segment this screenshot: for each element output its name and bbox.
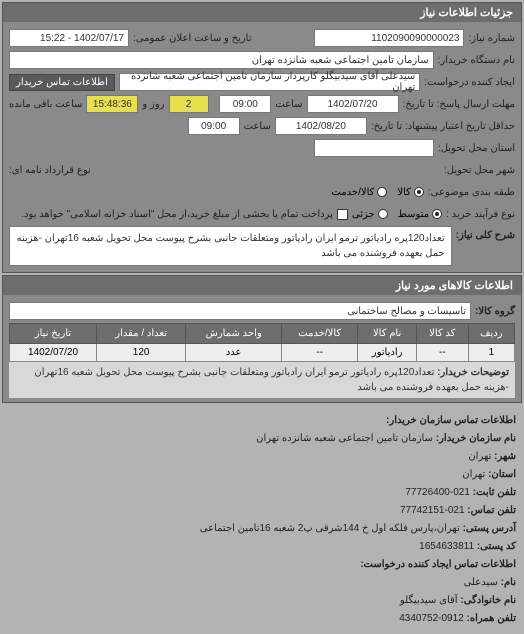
org-label: نام سازمان خریدار: xyxy=(436,433,516,444)
goods-type-label: طبقه بندی موضوعی: xyxy=(428,187,515,198)
radio-icon xyxy=(378,209,388,219)
addr-value: تهران،پارس فلکه اول خ 144شرقی پ2 شعبه 16… xyxy=(200,523,460,534)
col-name: نام کالا xyxy=(358,324,416,344)
device-label: نام دستگاه خریدار: xyxy=(438,55,515,66)
panel-title: جزئیات اطلاعات نیاز xyxy=(3,3,521,22)
table-row[interactable]: 1 -- رادیاتور -- عدد 120 1402/07/20 xyxy=(10,344,515,362)
phone-label: تلفن ثابت: xyxy=(473,487,516,498)
purchase-type-label: نوع فرآیند خرید : xyxy=(446,209,515,220)
cell-date: 1402/07/20 xyxy=(10,344,97,362)
desc-label: شرح کلی نیاز: xyxy=(456,226,515,241)
mobile-value: 0912-4340752 xyxy=(399,613,464,624)
delivery-city-label: شهر محل تحویل: xyxy=(444,165,515,176)
goods-table: ردیف کد کالا نام کالا کالا/خدمت واحد شما… xyxy=(9,323,515,362)
cell-service: -- xyxy=(282,344,358,362)
cell-qty: 120 xyxy=(96,344,185,362)
fname-label: نام: xyxy=(501,577,516,588)
phone-value: 021-77726400 xyxy=(405,487,470,498)
validity-label: حداقل تاریخ اعتبار پیشنهاد: تا تاریخ: xyxy=(371,121,515,132)
cell-code: -- xyxy=(416,344,468,362)
need-number-field: 1102090090000023 xyxy=(314,29,464,47)
col-unit: واحد شمارش xyxy=(186,324,282,344)
lname-label: نام خانوادگی: xyxy=(460,595,516,606)
row-desc-block: توضیحات خریدار: تعداد120پره رادیاتور ترم… xyxy=(9,362,515,398)
addr-label: آدرس پستی: xyxy=(463,523,516,534)
col-service: کالا/خدمت xyxy=(282,324,358,344)
requester-label: ایجاد کننده درخواست: xyxy=(424,77,515,88)
days-label: روز و xyxy=(142,99,164,110)
need-details-panel: جزئیات اطلاعات نیاز شماره نیاز: 11020900… xyxy=(2,2,522,273)
radio-icon xyxy=(377,187,387,197)
col-qty: تعداد / مقدار xyxy=(96,324,185,344)
purchase-opt1-label: متوسط xyxy=(398,209,429,220)
province2-label: استان: xyxy=(488,469,516,480)
goods-panel: اطلاعات کالاهای مورد نیاز گروه کالا: تاس… xyxy=(2,275,522,403)
radio-checked-icon xyxy=(414,187,424,197)
goods-type-kala[interactable]: کالا xyxy=(397,187,424,198)
fname-value: سیدعلی xyxy=(464,577,498,588)
remain-days-field: 2 xyxy=(169,95,209,113)
payment-checkbox[interactable] xyxy=(337,209,348,220)
goods-opt1-label: کالا xyxy=(397,187,411,198)
postal-label: کد پستی: xyxy=(477,541,516,552)
goods-type-service[interactable]: کالا/خدمت xyxy=(331,187,387,198)
time-label-1: ساعت xyxy=(275,99,302,110)
lname-value: آقای سیدبیگلو xyxy=(400,595,458,606)
province-field xyxy=(314,139,434,157)
row-desc-label: توضیحات خریدار: xyxy=(437,367,509,378)
province-label: استان محل تحویل: xyxy=(438,143,515,154)
contact-header1: اطلاعات تماس سازمان خریدار: xyxy=(386,415,516,426)
desc-box: تعداد120پره رادیاتور ترمو ایران رادیاتور… xyxy=(9,226,452,266)
group-label: گروه کالا: xyxy=(475,306,515,317)
agreement-label: نوع قرارداد نامه ای: xyxy=(9,165,91,176)
purchase-opt2-label: جزئی xyxy=(352,209,375,220)
radio-checked-icon xyxy=(432,209,442,219)
fax-value: 021-77742151 xyxy=(400,505,465,516)
need-number-label: شماره نیاز: xyxy=(468,33,515,44)
deadline-label: مهلت ارسال پاسخ: تا تاریخ: xyxy=(403,99,515,110)
col-code: کد کالا xyxy=(416,324,468,344)
col-date: تاریخ نیاز xyxy=(10,324,97,344)
deadline-time-field: 09:00 xyxy=(219,95,271,113)
fax-label: تلفن تماس: xyxy=(467,505,516,516)
contact-info-button[interactable]: اطلاعات تماس خریدار xyxy=(9,74,115,91)
group-field: تاسیسات و مصالح ساختمانی xyxy=(9,302,471,320)
remain-label: ساعت باقی مانده xyxy=(9,99,82,110)
postal-value: 1654633811 xyxy=(419,541,474,552)
cell-unit: عدد xyxy=(186,344,282,362)
province2-value: تهران xyxy=(462,469,485,480)
announce-label: تاریخ و ساعت اعلان عمومی: xyxy=(133,33,252,44)
col-seq: ردیف xyxy=(468,324,514,344)
purchase-minor[interactable]: جزئی xyxy=(352,209,388,220)
goods-type-radio-group: کالا کالا/خدمت xyxy=(331,187,423,198)
validity-time-field: 09:00 xyxy=(188,117,240,135)
payment-note: پرداخت تمام يا بخشی از مبلغ خريد،از محل … xyxy=(21,209,333,220)
time-label-2: ساعت xyxy=(244,121,271,132)
purchase-medium[interactable]: متوسط xyxy=(398,209,442,220)
device-field: سازمان تامین اجتماعی شعبه شانزده تهران xyxy=(9,51,434,69)
purchase-type-radio-group: متوسط جزئی xyxy=(352,209,442,220)
city-label: شهر: xyxy=(494,451,516,462)
deadline-date-field: 1402/07/20 xyxy=(307,95,399,113)
cell-seq: 1 xyxy=(468,344,514,362)
mobile-label: تلفن همراه: xyxy=(467,613,516,624)
remain-time-field: 15:48:36 xyxy=(86,95,138,113)
cell-name: رادیاتور xyxy=(358,344,416,362)
contact-header2: اطلاعات تماس ایجاد کننده درخواست: xyxy=(360,559,516,570)
announce-date-field: 1402/07/17 - 15:22 xyxy=(9,29,129,47)
requester-field: سیدعلی آقای سیدبیگلو کارپرداز سازمان تام… xyxy=(119,73,420,91)
contact-block: اطلاعات تماس سازمان خریدار: نام سازمان خ… xyxy=(0,405,524,634)
city-value: تهران xyxy=(468,451,491,462)
org-value: سازمان تامین اجتماعی شعبه شانزده تهران xyxy=(256,433,433,444)
goods-opt2-label: کالا/خدمت xyxy=(331,187,374,198)
goods-panel-title: اطلاعات کالاهای مورد نیاز xyxy=(3,276,521,295)
validity-date-field: 1402/08/20 xyxy=(275,117,367,135)
